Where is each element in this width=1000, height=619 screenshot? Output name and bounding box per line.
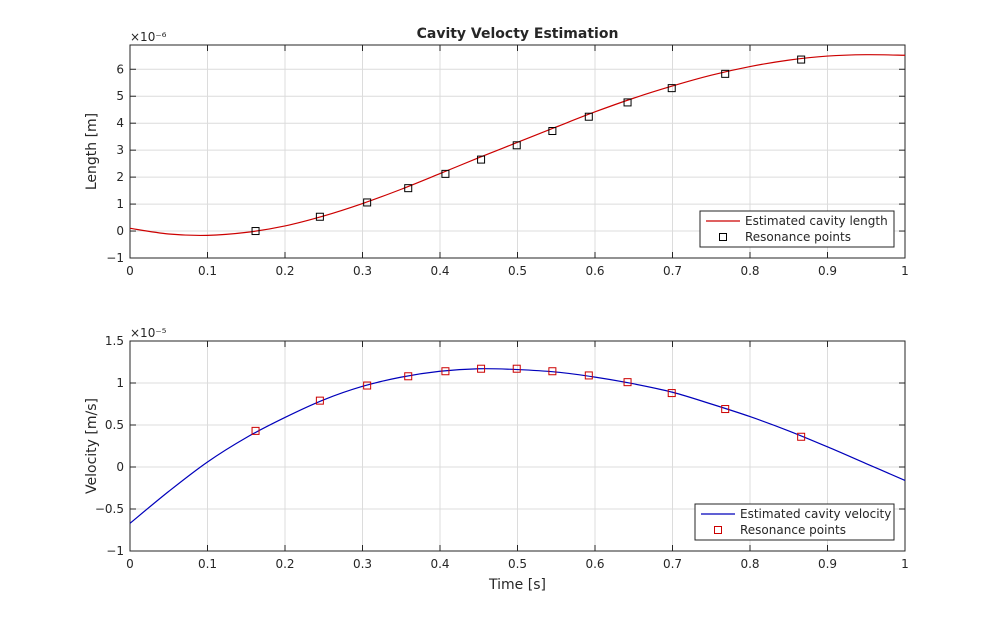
x-tick-label: 0.9 <box>818 557 837 571</box>
y-tick-label: 2 <box>116 170 124 184</box>
x-tick-label: 0 <box>126 557 134 571</box>
data-point <box>667 389 676 398</box>
legend-label: Resonance points <box>745 230 851 244</box>
data-point <box>584 112 593 121</box>
data-point <box>797 432 806 441</box>
x-tick-label: 0.6 <box>585 557 604 571</box>
y-tick-label: 1.5 <box>105 334 124 348</box>
y-tick-label: −0.5 <box>95 502 124 516</box>
y-tick-label: 4 <box>116 116 124 130</box>
data-point <box>667 84 676 93</box>
y-axis-label: Velocity [m/s] <box>84 398 100 494</box>
x-tick-label: 0.8 <box>740 557 759 571</box>
data-point <box>363 381 372 390</box>
data-point <box>404 372 413 381</box>
legend: Estimated cavity velocity Resonance point… <box>694 503 895 541</box>
data-point <box>512 141 521 150</box>
legend-box <box>694 503 895 541</box>
legend: Estimated cavity length Resonance points <box>699 210 895 248</box>
x-tick-label: 0.2 <box>275 264 294 278</box>
x-tick-label: 0.9 <box>818 264 837 278</box>
data-point <box>584 371 593 380</box>
x-tick-label: 1 <box>901 557 909 571</box>
data-point <box>721 405 730 414</box>
x-tick-label: 1 <box>901 264 909 278</box>
legend-label: Estimated cavity length <box>745 214 888 228</box>
y-tick-label: 0 <box>116 460 124 474</box>
x-tick-label: 0.1 <box>198 557 217 571</box>
y-tick-label: −1 <box>106 251 124 265</box>
data-point <box>404 184 413 193</box>
y-tick-label: −1 <box>106 544 124 558</box>
x-tick-label: 0.3 <box>353 264 372 278</box>
data-point <box>477 155 486 164</box>
series-markers-1 <box>251 364 806 441</box>
data-point <box>315 212 324 221</box>
data-point <box>623 378 632 387</box>
legend-box <box>699 210 895 248</box>
data-point <box>441 169 450 178</box>
data-point <box>548 367 557 376</box>
data-point <box>251 227 260 236</box>
series-line-0 <box>129 368 906 524</box>
y-tick-label: 3 <box>116 143 124 157</box>
legend-label: Resonance points <box>740 523 846 537</box>
x-tick-label: 0 <box>126 264 134 278</box>
x-tick-label: 0.6 <box>585 264 604 278</box>
y-axis-label: Length [m] <box>84 113 100 190</box>
data-point <box>721 69 730 78</box>
velocity-axes: 0 0.1 0.2 0.3 0.4 0.5 0.6 0.7 0.8 0.9 1 −1 −0.5 0 0.5 1… <box>84 326 909 593</box>
series-line-0 <box>129 54 906 237</box>
x-tick-label: 0.5 <box>508 264 527 278</box>
x-tick-label: 0.7 <box>663 557 682 571</box>
y-tick-label: 6 <box>116 62 124 76</box>
legend-marker-swatch <box>719 233 727 241</box>
length-axes: 0 0.1 0.2 0.3 0.4 0.5 0.6 0.7 0.8 0.9 1−10123456×1… <box>84 26 909 278</box>
data-point <box>363 198 372 207</box>
y-exponent-label: ×10⁻⁵ <box>130 326 167 340</box>
legend-marker-swatch <box>714 526 722 534</box>
data-point <box>251 426 260 435</box>
data-point <box>512 364 521 373</box>
x-tick-label: 0.5 <box>508 557 527 571</box>
x-tick-label: 0.3 <box>353 557 372 571</box>
x-tick-label: 0.1 <box>198 264 217 278</box>
chart-title: Cavity Velocty Estimation <box>417 26 619 42</box>
x-axis-label: Time [s] <box>488 577 546 593</box>
data-point <box>477 364 486 373</box>
y-tick-label: 5 <box>116 89 124 103</box>
x-tick-label: 0.4 <box>430 264 449 278</box>
data-point <box>441 367 450 376</box>
y-tick-label: 0 <box>116 224 124 238</box>
y-tick-label: 0.5 <box>105 418 124 432</box>
y-exponent-label: ×10⁻⁶ <box>130 30 167 44</box>
y-tick-label: 1 <box>116 197 124 211</box>
data-point <box>623 98 632 107</box>
data-point <box>797 55 806 64</box>
x-tick-label: 0.4 <box>430 557 449 571</box>
data-point <box>315 396 324 405</box>
series-markers-1 <box>251 55 806 236</box>
x-tick-label: 0.7 <box>663 264 682 278</box>
legend-label: Estimated cavity velocity <box>740 507 891 521</box>
x-tick-label: 0.2 <box>275 557 294 571</box>
y-tick-label: 1 <box>116 376 124 390</box>
x-tick-label: 0.8 <box>740 264 759 278</box>
data-point <box>548 127 557 136</box>
